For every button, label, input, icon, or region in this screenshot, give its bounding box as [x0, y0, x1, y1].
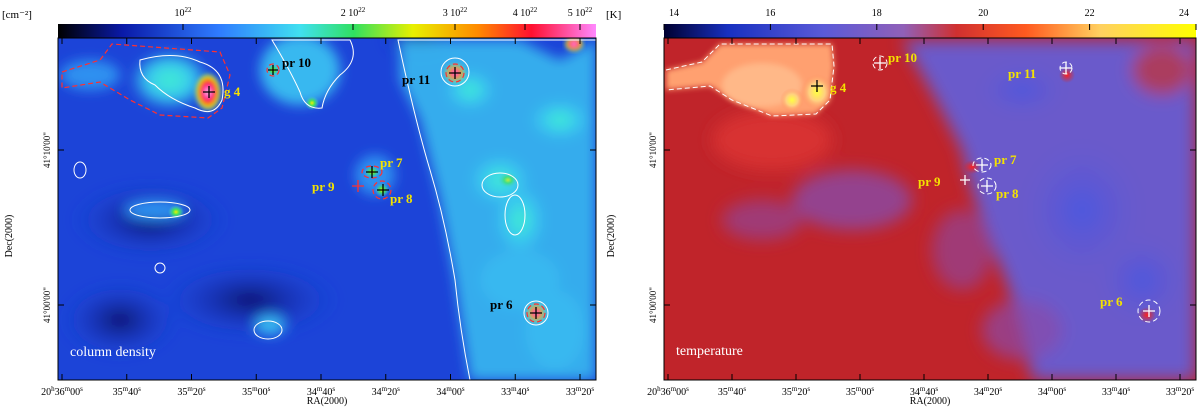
- map-texture: [665, 40, 1196, 380]
- colorbar-unit-label: [cm⁻²]: [2, 9, 32, 21]
- x-tick-labels: 20h36m00s 35m40s 35m20s 35m00s 34m40s 34m20s 3…: [41, 385, 594, 398]
- colorbar-tick-label: 14: [669, 8, 679, 19]
- x-tick-labels: 20h36m00s 35m40s 35m20s 35m00s 34m40s 34m20s 3…: [647, 385, 1194, 398]
- label-pr6: pr 6: [490, 297, 513, 312]
- source-marker-pr9: [960, 175, 970, 185]
- x-tick-label: 34m00s: [436, 385, 464, 398]
- x-axis-label: RA(2000): [307, 396, 348, 407]
- temperature-figure: [K] 14 16 18 20 22 24: [606, 8, 1197, 407]
- source-marker-g4: [203, 86, 215, 98]
- y-tick-label: 41°10'00": [648, 132, 658, 168]
- label-pr8: pr 8: [996, 186, 1019, 201]
- column-density-panel: [cm⁻²] 1022 2 1022 3 1022 4 1022 5 1022: [0, 0, 600, 408]
- label-pr9: pr 9: [918, 174, 941, 189]
- colorbar-tick-label: 5 1022: [568, 6, 593, 19]
- axis-ticks: [58, 38, 596, 380]
- colorbar-ticks: 14 16 18 20 22 24: [663, 8, 1197, 30]
- x-tick-label: 34m20s: [974, 385, 1002, 398]
- y-tick-labels: 41°10'00" 41°00'00": [42, 132, 52, 323]
- map-frame: [57, 37, 597, 381]
- y-tick-labels: 41°10'00" 41°00'00": [648, 132, 658, 323]
- column-density-figure: [cm⁻²] 1022 2 1022 3 1022 4 1022 5 1022: [2, 6, 597, 407]
- label-g4: g 4: [830, 80, 847, 95]
- label-pr6: pr 6: [1100, 294, 1123, 309]
- x-tick-label: 35m20s: [782, 385, 810, 398]
- label-pr9: pr 9: [312, 179, 335, 194]
- map-frame: [663, 37, 1197, 381]
- x-tick-label: 20h36m00s: [41, 385, 83, 398]
- source-marker-pr7: [976, 159, 988, 171]
- colorbar-tick-label: 16: [765, 8, 775, 19]
- source-marker-pr8: [981, 180, 993, 192]
- x-tick-label: 35m00s: [846, 385, 874, 398]
- colorbar: [58, 24, 596, 38]
- x-tick-label: 35m40s: [718, 385, 746, 398]
- x-tick-label: 35m20s: [177, 385, 205, 398]
- x-tick-label: 33m20s: [1166, 385, 1194, 398]
- source-marker-pr11: [449, 67, 461, 79]
- label-pr8: pr 8: [390, 191, 413, 206]
- x-tick-label: 33m40s: [1102, 385, 1130, 398]
- y-axis-label: Dec(2000): [4, 215, 15, 258]
- source-marker-pr9: [352, 180, 364, 192]
- x-tick-label: 34m40s: [910, 385, 938, 398]
- x-tick-label: 34m00s: [1038, 385, 1066, 398]
- source-marker-pr11: [1060, 62, 1072, 74]
- label-pr11: pr 11: [402, 72, 430, 87]
- x-tick-label: 34m20s: [372, 385, 400, 398]
- source-marker-pr8: [377, 184, 389, 196]
- colorbar-tick-label: 18: [872, 8, 882, 19]
- source-marker-pr10: [874, 57, 886, 69]
- source-marker-pr7: [366, 166, 378, 178]
- colorbar-tick-label: 24: [1179, 8, 1189, 19]
- colorbar-ticks: 1022 2 1022 3 1022 4 1022 5 1022: [175, 6, 593, 30]
- source-markers: [203, 65, 542, 319]
- label-pr7: pr 7: [380, 155, 403, 170]
- source-marker-pr6: [1143, 305, 1155, 317]
- x-axis-label: RA(2000): [910, 396, 951, 407]
- label-pr10: pr 10: [888, 50, 917, 65]
- axis-ticks: [664, 38, 1196, 380]
- y-tick-label: 41°00'00": [42, 287, 52, 323]
- colorbar-tick-label: 2 1022: [341, 6, 366, 19]
- label-pr11: pr 11: [1008, 66, 1036, 81]
- x-tick-label: 35m40s: [113, 385, 141, 398]
- x-tick-label: 34m40s: [307, 385, 335, 398]
- y-axis-label: Dec(2000): [606, 215, 617, 258]
- y-tick-label: 41°10'00": [42, 132, 52, 168]
- x-tick-label: 20h36m00s: [647, 385, 689, 398]
- label-pr7: pr 7: [994, 152, 1017, 167]
- map-label: temperature: [676, 344, 743, 359]
- label-pr10: pr 10: [282, 55, 311, 70]
- colorbar-tick-label: 1022: [175, 6, 193, 19]
- x-tick-label: 35m00s: [242, 385, 270, 398]
- colorbar-tick-label: 20: [978, 8, 988, 19]
- label-g4: g 4: [224, 84, 241, 99]
- map-label: column density: [70, 345, 156, 360]
- colorbar-unit-label: [K]: [606, 9, 621, 21]
- map-texture: [60, 38, 596, 380]
- colorbar-tick-label: 3 1022: [443, 6, 468, 19]
- x-tick-label: 33m20s: [566, 385, 594, 398]
- source-markers: [811, 57, 1155, 317]
- colorbar-tick-label: 22: [1085, 8, 1095, 19]
- colorbar: [664, 24, 1196, 38]
- source-marker-pr10: [268, 65, 278, 75]
- source-marker-g4: [811, 80, 823, 92]
- x-tick-label: 33m40s: [501, 385, 529, 398]
- colorbar-tick-label: 4 1022: [513, 6, 538, 19]
- temperature-panel: [K] 14 16 18 20 22 24: [602, 0, 1200, 408]
- y-tick-label: 41°00'00": [648, 287, 658, 323]
- source-marker-pr6: [530, 307, 542, 319]
